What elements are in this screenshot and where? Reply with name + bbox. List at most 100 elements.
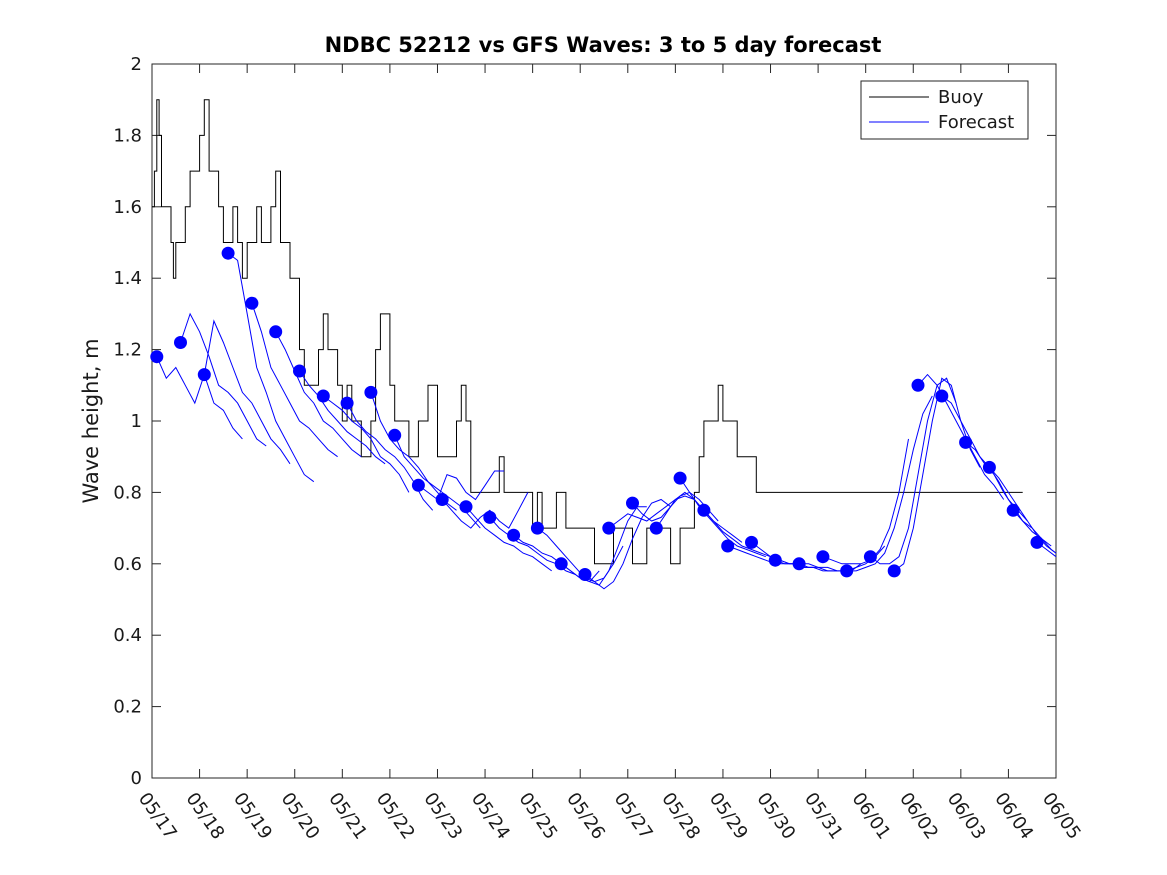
x-tick-label: 05/20 [277, 789, 324, 844]
forecast-line [156, 356, 243, 440]
y-axis-label: Wave height, m [79, 338, 103, 503]
forecast-line [251, 303, 338, 458]
forecast-point [1030, 535, 1044, 549]
forecast-point [602, 521, 616, 535]
forecast-point [459, 500, 473, 514]
forecast-point [245, 296, 259, 310]
forecast-line [323, 395, 410, 493]
forecast-line [418, 470, 505, 501]
x-tick-label: 05/21 [324, 789, 371, 844]
forecast-lines [156, 252, 1057, 590]
forecast-point [745, 535, 758, 549]
x-tick-label: 05/17 [134, 789, 181, 844]
y-tick-label: 1 [131, 411, 142, 432]
x-tick-label: 06/03 [943, 789, 990, 844]
y-tick-label: 0 [131, 768, 142, 789]
forecast-line [275, 331, 362, 458]
y-tick-label: 1.4 [113, 268, 142, 289]
legend-forecast-label: Forecast [938, 112, 1014, 133]
forecast-line [989, 467, 1057, 554]
forecast-line [299, 370, 386, 465]
forecast-point [507, 528, 521, 542]
forecast-point [221, 246, 235, 260]
y-tick-label: 1.8 [113, 125, 142, 146]
y-tick-label: 1.2 [113, 340, 142, 361]
x-tick-label: 05/22 [372, 789, 419, 844]
forecast-line [465, 506, 552, 572]
forecast-line [584, 498, 671, 590]
forecast-point [269, 325, 283, 339]
y-axis: 0 0.2 0.4 0.6 0.8 1 1.2 1.4 1.6 1.8 2 [113, 54, 1056, 789]
forecast-point [150, 350, 164, 364]
buoy-series [152, 99, 1023, 565]
x-tick-label: 05/29 [705, 789, 752, 844]
forecast-point [435, 493, 449, 506]
forecast-point [887, 564, 901, 578]
x-tick-label: 06/02 [895, 789, 942, 844]
forecast-point [411, 478, 425, 492]
x-tick-label: 05/24 [467, 789, 514, 844]
chart-title: NDBC 52212 vs GFS Waves: 3 to 5 day fore… [325, 33, 882, 57]
forecast-line [655, 491, 743, 543]
x-tick-label: 05/31 [800, 789, 847, 844]
forecast-line [346, 402, 434, 511]
x-tick-label: 05/19 [229, 789, 276, 844]
x-axis: 05/17 05/18 05/19 05/20 05/21 05/22 05/23 05/24… [134, 64, 1085, 843]
forecast-line [180, 312, 267, 447]
forecast-point [316, 389, 330, 403]
x-tick-label: 05/26 [562, 789, 609, 844]
forecast-point [174, 336, 187, 349]
forecast-point [578, 568, 592, 581]
legend-buoy-label: Buoy [938, 87, 984, 108]
forecast-point [982, 460, 996, 474]
forecast-point [483, 510, 497, 524]
forecast-line [893, 377, 981, 572]
x-tick-label: 06/04 [990, 789, 1037, 844]
buoy-line [152, 99, 1023, 565]
y-tick-label: 0.2 [113, 697, 142, 718]
forecast-markers [150, 246, 1044, 581]
forecast-point [554, 557, 568, 571]
forecast-line [608, 495, 695, 529]
legend-box [860, 80, 1029, 140]
x-tick-label: 05/27 [610, 789, 657, 844]
forecast-line [441, 492, 529, 529]
forecast-point [768, 553, 782, 567]
forecast-point [792, 557, 806, 571]
forecast-point [816, 550, 830, 564]
forecast-line [679, 477, 766, 558]
forecast-point [1006, 503, 1020, 517]
y-tick-label: 0.4 [113, 625, 142, 646]
forecast-point [959, 435, 973, 449]
forecast-line [370, 392, 457, 511]
forecast-line [870, 377, 957, 565]
x-tick-label: 06/01 [848, 789, 895, 844]
forecast-point [840, 564, 854, 578]
forecast-line [846, 395, 933, 572]
forecast-line [203, 319, 291, 465]
forecast-line [560, 506, 647, 586]
forecast-line [917, 373, 1005, 500]
x-tick-label: 05/28 [657, 789, 704, 844]
legend: Buoy Forecast [860, 80, 1029, 140]
forecast-point [911, 378, 925, 392]
forecast-point [673, 471, 687, 485]
forecast-line [1012, 509, 1057, 554]
forecast-point [364, 385, 378, 399]
forecast-point [388, 428, 402, 442]
forecast-point [935, 389, 949, 403]
y-tick-label: 1.6 [113, 197, 142, 218]
forecast-point [721, 539, 735, 553]
forecast-point [293, 364, 306, 378]
y-tick-label: 0.6 [113, 554, 142, 575]
x-tick-label: 05/23 [419, 789, 466, 844]
forecast-point [626, 496, 639, 510]
forecast-line [822, 438, 909, 565]
forecast-point [340, 396, 354, 410]
forecast-point [697, 503, 711, 517]
forecast-point [649, 521, 663, 535]
x-tick-label: 05/30 [752, 789, 799, 844]
forecast-line [227, 252, 315, 483]
x-tick-label: 05/18 [181, 789, 228, 844]
